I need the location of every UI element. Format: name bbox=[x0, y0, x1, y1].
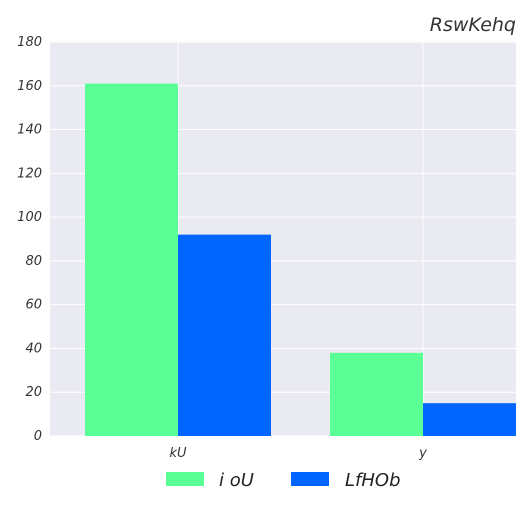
chart-title: RswKehq bbox=[430, 14, 516, 36]
y-tick-label: 60 bbox=[25, 298, 42, 313]
y-tick-label: 120 bbox=[17, 166, 42, 181]
x-tick-label: kU bbox=[169, 446, 187, 461]
legend-label-lfhob: LfHOb bbox=[345, 470, 401, 491]
y-tick-label: 40 bbox=[25, 341, 42, 356]
bars bbox=[85, 83, 516, 436]
bar-i-ou-ku bbox=[85, 83, 178, 436]
legend-swatch-i-ou bbox=[166, 472, 204, 486]
bar-lfhob-y bbox=[423, 403, 516, 436]
x-tick-label: y bbox=[418, 446, 427, 461]
y-tick-label: 100 bbox=[17, 210, 42, 225]
legend: i oU LfHOb bbox=[166, 470, 401, 491]
legend-label-i-ou: i oU bbox=[219, 470, 254, 491]
bar-i-ou-y bbox=[330, 352, 423, 436]
legend-swatch-lfhob bbox=[291, 472, 329, 486]
x-axis-ticks: kU y bbox=[169, 446, 427, 461]
bar-lfhob-ku bbox=[178, 234, 271, 436]
y-tick-label: 0 bbox=[34, 429, 42, 444]
y-tick-label: 20 bbox=[25, 385, 42, 400]
y-tick-label: 160 bbox=[17, 79, 42, 94]
y-tick-label: 140 bbox=[17, 123, 42, 138]
y-tick-label: 80 bbox=[25, 254, 42, 269]
y-tick-label: 180 bbox=[17, 35, 42, 50]
y-axis-ticks: 0 20 40 60 80 100 120 140 160 180 bbox=[17, 35, 42, 444]
